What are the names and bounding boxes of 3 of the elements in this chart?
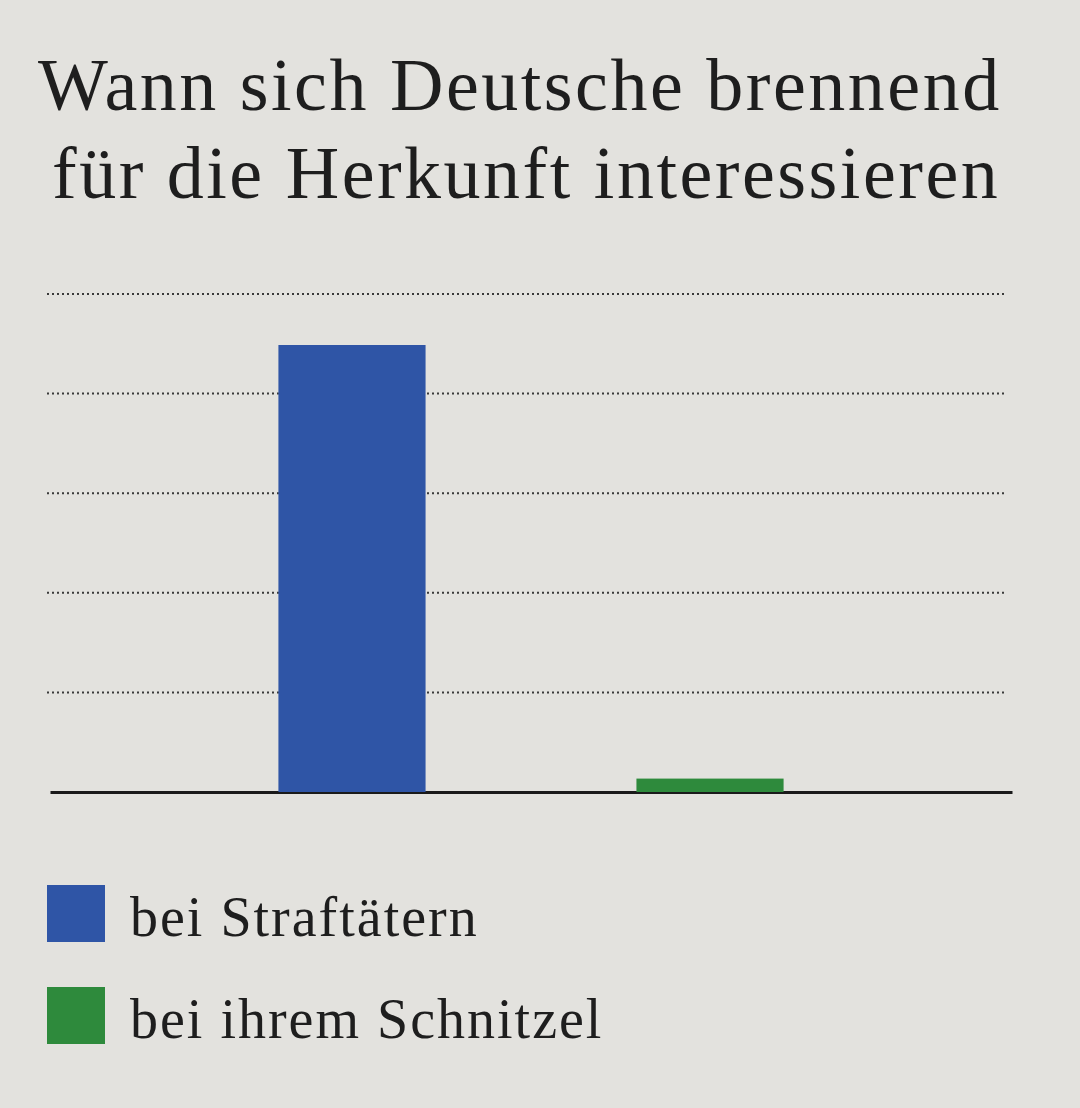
legend-label: bei ihrem Schnitzel — [130, 988, 604, 1050]
legend-label: bei Straftätern — [130, 886, 479, 948]
chart-title: Wann sich Deutsche brennend für die Herkunft interessieren — [38, 44, 1002, 214]
